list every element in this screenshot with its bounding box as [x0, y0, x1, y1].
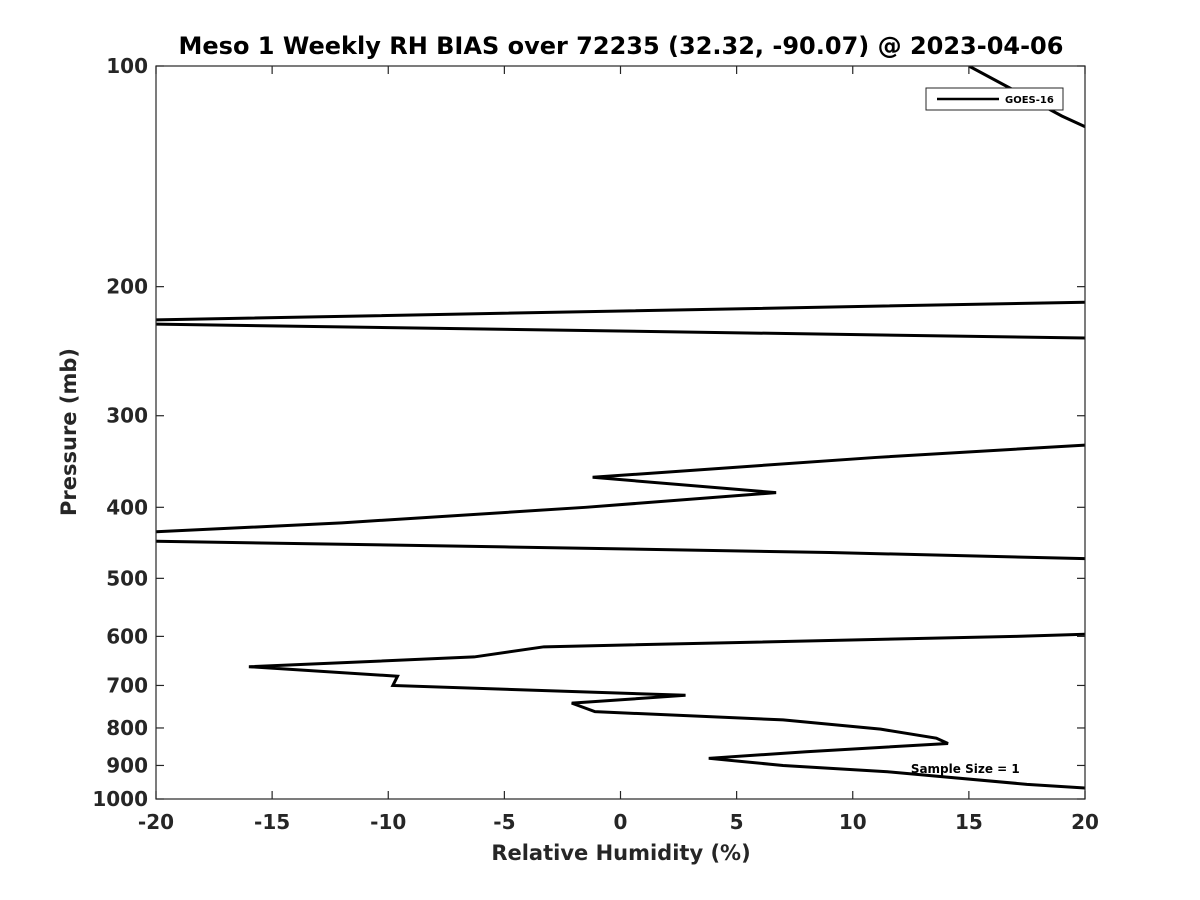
y-tick-label: 300 — [106, 404, 148, 428]
series-line-goes-16 — [156, 66, 1085, 790]
sample-size-annotation: Sample Size = 1 — [911, 762, 1020, 776]
x-tick-label: 20 — [1071, 810, 1099, 834]
x-tick-label: 5 — [730, 810, 744, 834]
x-axis: -20 -15 -10 -5 0 5 10 15 20 — [138, 66, 1099, 834]
y-tick-label: 100 — [106, 54, 148, 78]
chart-title: Meso 1 Weekly RH BIAS over 72235 (32.32,… — [179, 32, 1064, 60]
y-tick-label: 600 — [106, 624, 148, 648]
series-layer — [156, 66, 1085, 790]
legend-label-goes-16: GOES-16 — [1005, 95, 1054, 106]
x-tick-label: 0 — [614, 810, 628, 834]
y-axis-label: Pressure (mb) — [57, 348, 81, 516]
y-tick-label: 1000 — [92, 787, 148, 811]
y-tick-label: 900 — [106, 753, 148, 777]
x-tick-label: 15 — [955, 810, 983, 834]
y-tick-label: 700 — [106, 673, 148, 697]
legend: GOES-16 — [925, 87, 1064, 111]
y-tick-label: 500 — [106, 566, 148, 590]
x-tick-label: -15 — [254, 810, 290, 834]
y-tick-label: 200 — [106, 275, 148, 299]
y-tick-label: 400 — [106, 495, 148, 519]
x-tick-label: -5 — [493, 810, 515, 834]
x-tick-label: -20 — [138, 810, 174, 834]
y-tick-label: 800 — [106, 716, 148, 740]
x-tick-label: -10 — [370, 810, 406, 834]
x-tick-label: 10 — [839, 810, 867, 834]
y-axis: 100 200 300 400 500 600 700 800 900 1000 — [92, 54, 1085, 811]
x-axis-label: Relative Humidity (%) — [491, 841, 750, 865]
